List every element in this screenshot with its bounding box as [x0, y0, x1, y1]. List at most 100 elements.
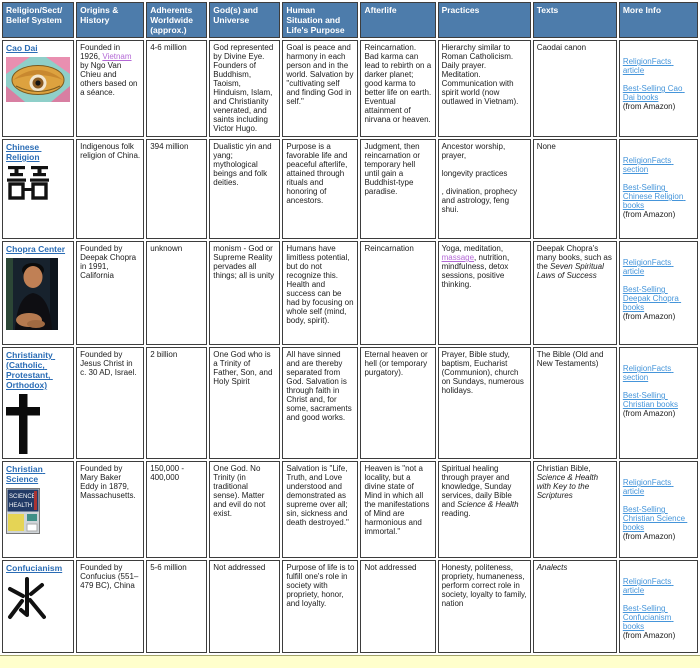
origins-cell: Indigenous folk religion of China.	[76, 139, 145, 239]
amazon-note: (from Amazon)	[622, 631, 676, 640]
human-situation-cell: Purpose of life is to fulfill one's role…	[282, 560, 359, 653]
human-situation-cell: Purpose is a favorable life and peaceful…	[282, 139, 359, 239]
book-title-text: Science & Health with Key to the Scriptu…	[536, 473, 601, 500]
svg-text:HEALTH: HEALTH	[9, 503, 32, 509]
texts-cell: The Bible (Old and New Testaments)	[532, 347, 617, 459]
divine-eye-icon	[6, 57, 70, 102]
texts-cell: Caodai canon	[532, 40, 617, 137]
column-header: More Info	[618, 2, 698, 38]
amazon-books-link[interactable]: Best-Selling Christian Science books	[622, 505, 688, 532]
latin-cross-icon	[6, 394, 40, 454]
amazon-books-link[interactable]: Best-Selling Cao Dai books	[622, 84, 685, 102]
religion-icon-slot	[6, 394, 70, 456]
adherents-cell: 394 million	[146, 139, 208, 239]
human-situation-cell: Salvation is "Life, Truth, and Love unde…	[282, 461, 359, 558]
column-header: Afterlife	[360, 2, 436, 38]
amazon-note: (from Amazon)	[622, 312, 676, 321]
religionfacts-link[interactable]: ReligionFacts article	[622, 57, 674, 75]
table-row: Chopra Center Founded by Deepak Chopra i…	[2, 241, 698, 345]
religion-name-link[interactable]: Confucianism	[6, 563, 63, 573]
amazon-books-link[interactable]: Best-Selling Deepak Chopra books	[622, 285, 682, 312]
column-header: Religion/Sect/ Belief System	[2, 2, 75, 38]
religion-name-link[interactable]: Christianity (Catholic, Protestant, Orth…	[6, 350, 56, 390]
religion-name-link[interactable]: Chopra Center	[6, 244, 66, 254]
inline-topic-link[interactable]: massage	[441, 253, 475, 262]
column-header: Texts	[532, 2, 617, 38]
table-row: Confucianism Founded by Confucius (551–4…	[2, 560, 698, 653]
religion-cell: Christian Science SCIENCE HEALTH	[2, 461, 75, 558]
more-info-cell: ReligionFacts article Best-Selling Chris…	[618, 461, 698, 558]
religion-icon-slot	[6, 577, 70, 623]
afterlife-cell: Reincarnation	[360, 241, 436, 345]
afterlife-cell: Judgment, then reincarnation or temporar…	[360, 139, 436, 239]
book-title-text: Analects	[536, 563, 568, 572]
book-title-text: Seven Spiritual Laws of Success	[536, 262, 607, 280]
origins-cell: Founded by Confucius (551–479 BC), China	[76, 560, 145, 653]
texts-cell: Analects	[532, 560, 617, 653]
svg-text:SCIENCE: SCIENCE	[9, 494, 36, 500]
table-row: Christianity (Catholic, Protestant, Orth…	[2, 347, 698, 459]
amazon-note: (from Amazon)	[622, 102, 676, 111]
table-body: Cao Dai Founded in 1926, Vietnam by Ngo …	[2, 40, 698, 653]
religion-name-link[interactable]: Cao Dai	[6, 43, 38, 53]
column-header: Adherents Worldwide (approx.)	[146, 2, 208, 38]
religion-cell: Chinese Religion	[2, 139, 75, 239]
origins-cell: Founded by Mary Baker Eddy in 1879, Mass…	[76, 461, 145, 558]
amazon-note: (from Amazon)	[622, 210, 676, 219]
inline-topic-link[interactable]: Vietnam	[102, 52, 132, 61]
practices-cell: Ancestor worship, prayer, longevity prac…	[437, 139, 531, 239]
gods-universe-cell: Dualistic yin and yang; mythological bei…	[209, 139, 281, 239]
gods-universe-cell: One God. No Trinity (in traditional sens…	[209, 461, 281, 558]
afterlife-cell: Eternal heaven or hell (or temporary pur…	[360, 347, 436, 459]
gods-universe-cell: Not addressed	[209, 560, 281, 653]
religion-icon-slot: SCIENCE HEALTH	[6, 488, 70, 536]
afterlife-cell: Heaven is "not a locality, but a divine …	[360, 461, 436, 558]
gods-universe-cell: One God who is a Trinity of Father, Son,…	[209, 347, 281, 459]
chopra-photo	[6, 258, 58, 330]
texts-cell: None	[532, 139, 617, 239]
bottom-ad-banner[interactable]	[0, 655, 700, 668]
book-title-text: Science & Health	[457, 500, 519, 509]
human-situation-cell: Humans have limitless potential, but do …	[282, 241, 359, 345]
texts-cell: Christian Bible, Science & Health with K…	[532, 461, 617, 558]
religion-icon-slot	[6, 166, 70, 202]
afterlife-cell: Reincarnation. Bad karma can lead to reb…	[360, 40, 436, 137]
header-row: Religion/Sect/ Belief System Origins & Hi…	[2, 2, 698, 38]
practices-cell: Hierarchy similar to Roman Catholicism. …	[437, 40, 531, 137]
religionfacts-link[interactable]: ReligionFacts article	[622, 258, 674, 276]
religion-icon-slot	[6, 258, 70, 332]
practices-cell: Prayer, Bible study, baptism, Eucharist …	[437, 347, 531, 459]
more-info-cell: ReligionFacts section Best-Selling Chine…	[618, 139, 698, 239]
column-header: Origins & History	[76, 2, 145, 38]
origins-cell: Founded in 1926, Vietnam by Ngo Van Chie…	[76, 40, 145, 137]
adherents-cell: 5-6 million	[146, 560, 208, 653]
human-situation-cell: All have sinned and are thereby separate…	[282, 347, 359, 459]
origins-cell: Founded by Deepak Chopra in 1991, Califo…	[76, 241, 145, 345]
practices-cell: Yoga, meditation, massage, nutrition, mi…	[437, 241, 531, 345]
amazon-books-link[interactable]: Best-Selling Confucianism books	[622, 604, 674, 631]
water-character-icon	[8, 577, 46, 619]
religion-name-link[interactable]: Christian Science	[6, 464, 46, 484]
practices-cell: Spiritual healing through prayer and kno…	[437, 461, 531, 558]
gods-universe-cell: God represented by Divine Eye. Founders …	[209, 40, 281, 137]
column-header: Practices	[437, 2, 531, 38]
human-situation-cell: Goal is peace and harmony in each person…	[282, 40, 359, 137]
afterlife-cell: Not addressed	[360, 560, 436, 653]
texts-cell: Deepak Chopra's many books, such as the …	[532, 241, 617, 345]
amazon-books-link[interactable]: Best-Selling Chinese Religion books	[622, 183, 686, 210]
religionfacts-link[interactable]: ReligionFacts article	[622, 478, 674, 496]
amazon-note: (from Amazon)	[622, 532, 676, 541]
amazon-books-link[interactable]: Best-Selling Christian books	[622, 391, 678, 409]
religion-cell: Confucianism	[2, 560, 75, 653]
religion-name-link[interactable]: Chinese Religion	[6, 142, 42, 162]
religionfacts-link[interactable]: ReligionFacts section	[622, 156, 674, 174]
religion-icon-slot	[6, 57, 70, 104]
adherents-cell: 150,000 - 400,000	[146, 461, 208, 558]
religion-cell: Christianity (Catholic, Protestant, Orth…	[2, 347, 75, 459]
religionfacts-link[interactable]: ReligionFacts section	[622, 364, 674, 382]
religion-cell: Chopra Center	[2, 241, 75, 345]
more-info-cell: ReligionFacts article Best-Selling Deepa…	[618, 241, 698, 345]
religionfacts-link[interactable]: ReligionFacts article	[622, 577, 674, 595]
gods-universe-cell: monism - God or Supreme Reality pervades…	[209, 241, 281, 345]
